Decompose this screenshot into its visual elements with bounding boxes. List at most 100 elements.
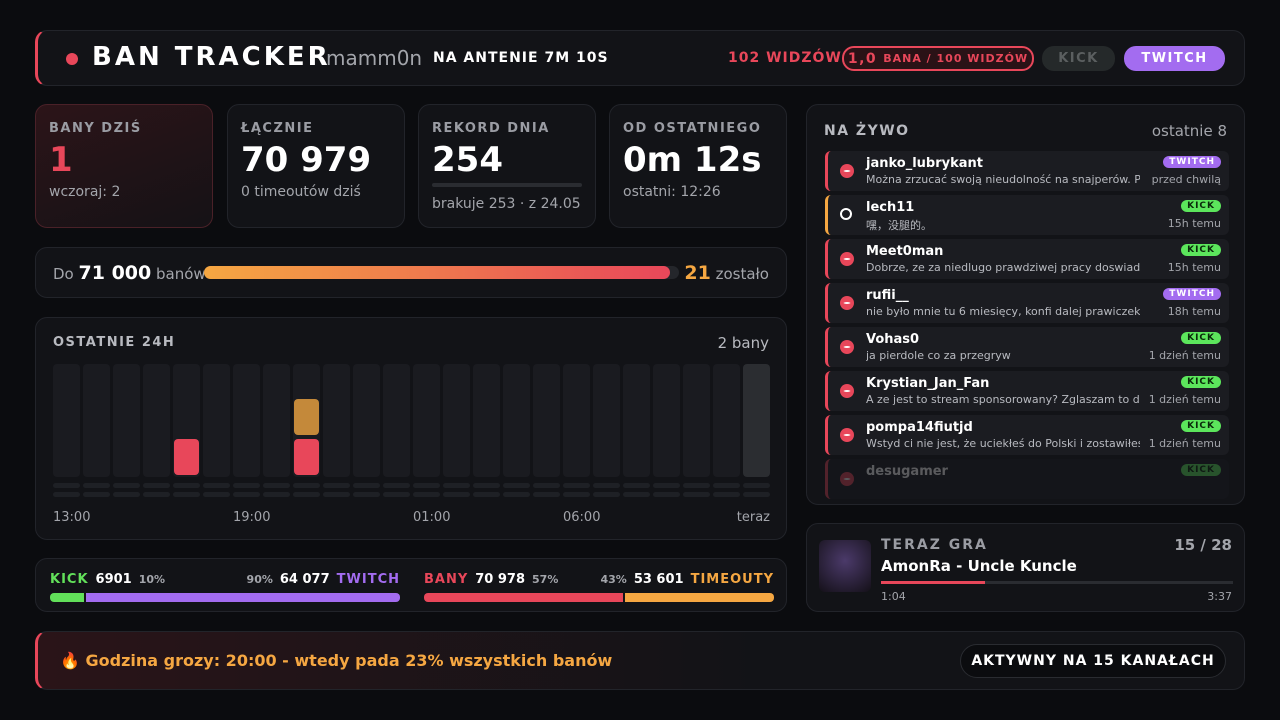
- hour-pill: [143, 492, 170, 497]
- hour-pill: [203, 492, 230, 497]
- hour-bar: [174, 439, 199, 475]
- hour-pill: [293, 492, 320, 497]
- hour-column: [683, 364, 710, 477]
- hour-column: [533, 364, 560, 477]
- split-left-share: 10%: [138, 573, 166, 586]
- x-tick-label: 13:00: [53, 510, 90, 525]
- goal-target: 71 000: [78, 262, 152, 284]
- chart-title: OSTATNIE 24H: [53, 335, 176, 350]
- x-tick-label: 06:00: [563, 510, 600, 525]
- hour-pill: [533, 483, 560, 488]
- ban-icon: [840, 296, 854, 310]
- hour-pill: [233, 492, 260, 497]
- twitch-button[interactable]: TWITCH: [1124, 46, 1225, 71]
- hour-pill: [413, 483, 440, 488]
- hour-pill: [503, 492, 530, 497]
- stat-card: BANY DZIŚ 1 wczoraj: 2: [35, 104, 213, 228]
- hour-pill: [593, 483, 620, 488]
- live-dot: [66, 53, 78, 65]
- hour-pill: [143, 483, 170, 488]
- platform-badge: KICK: [1181, 332, 1221, 344]
- hour-column: [263, 364, 290, 477]
- feed-message: Wstyd ci nie jest, że uciekłeś do Polski…: [866, 437, 1140, 450]
- feed-message: A ze jest to stream sponsorowany? Zglasz…: [866, 393, 1140, 406]
- feed-time: przed chwilą: [1151, 173, 1221, 186]
- feed-item: desugamer KICK: [825, 459, 1229, 499]
- split: BANY 70 978 57% 43% 53 601 TIMEOUTY: [424, 572, 774, 602]
- hour-column: [443, 364, 470, 477]
- hour-column: [743, 364, 770, 477]
- platform-badge: KICK: [1181, 376, 1221, 388]
- split-right-name: TWITCH: [336, 572, 400, 587]
- split-right-count: 64 077: [279, 572, 330, 587]
- hour-column: [473, 364, 500, 477]
- split: KICK 6901 10% 90% 64 077 TWITCH: [50, 572, 400, 602]
- feed-time: 1 dzień temu: [1148, 437, 1221, 450]
- feed-item: rufii__ nie było mnie tu 6 miesięcy, konf…: [825, 283, 1229, 323]
- hour-pill: [473, 483, 500, 488]
- hour-pill: [443, 483, 470, 488]
- hour-pill: [563, 492, 590, 497]
- hour-pill: [233, 483, 260, 488]
- feed-panel: NA ŻYWO ostatnie 8 janko_lubrykant Można …: [806, 104, 1245, 505]
- hour-pill: [53, 492, 80, 497]
- feed-user: desugamer: [866, 464, 948, 479]
- hour-pill: [323, 492, 350, 497]
- stat-value: 1: [49, 140, 73, 180]
- hour-column: [113, 364, 140, 477]
- ban-icon: [840, 384, 854, 398]
- hour-pill: [293, 483, 320, 488]
- split-bar-left: [50, 593, 84, 602]
- np-label: TERAZ GRA: [881, 537, 988, 553]
- chart-panel: OSTATNIE 24H 2 bany 13:00 19:00 01:00 06:00…: [35, 317, 787, 540]
- chart-summary: 2 bany: [717, 334, 769, 352]
- platform-badge: TWITCH: [1163, 156, 1221, 168]
- hour-pill: [263, 483, 290, 488]
- split-panel: KICK 6901 10% 90% 64 077 TWITCH BANY 70 978 57% 4…: [35, 558, 787, 612]
- hour-pill: [53, 483, 80, 488]
- stat-label: BANY DZIŚ: [49, 121, 142, 136]
- platform-badge: KICK: [1181, 464, 1221, 476]
- hour-column: [233, 364, 260, 477]
- hour-pill: [563, 483, 590, 488]
- hour-pill: [263, 492, 290, 497]
- split-left-name: KICK: [50, 572, 89, 587]
- stat-card: REKORD DNIA 254 brakuje 253 · z 24.05: [418, 104, 596, 228]
- now-playing: TERAZ GRA 15 / 28 AmonRa - Uncle Kuncle …: [806, 523, 1245, 612]
- feed-message: nie było mnie tu 6 miesięcy, konfi dalej…: [866, 305, 1140, 318]
- hour-column: [623, 364, 650, 477]
- feed-item: janko_lubrykant Można zrzucać swoją nieud…: [825, 151, 1229, 191]
- split-left-share: 57%: [532, 573, 559, 586]
- stat-card: ŁĄCZNIE 70 979 0 timeoutów dziś: [227, 104, 405, 228]
- hour-pill: [653, 483, 680, 488]
- split-left-text: KICK 6901 10%: [50, 572, 165, 587]
- np-position: 15 / 28: [1174, 536, 1232, 554]
- split-right-share: 90%: [246, 573, 273, 586]
- hour-pill: [623, 483, 650, 488]
- goal-suffix: banów: [156, 265, 206, 283]
- hour-column: [323, 364, 350, 477]
- split-left-count: 6901: [95, 572, 132, 587]
- hour-pill: [683, 492, 710, 497]
- platform-badge: KICK: [1181, 244, 1221, 256]
- stat-label: REKORD DNIA: [432, 121, 550, 136]
- ban-icon: [840, 428, 854, 442]
- ban-icon: [840, 340, 854, 354]
- goal-text: Do 71 000 banów: [53, 262, 206, 284]
- x-tick-label: teraz: [737, 510, 770, 525]
- hour-pill: [173, 492, 200, 497]
- feed-item: lech11 嘿，没腿的。 KICK 15h temu: [825, 195, 1229, 235]
- goal-track: [204, 266, 679, 279]
- feed-message: Można zrzucać swoją nieudolność na snajp…: [866, 173, 1140, 186]
- kick-button[interactable]: KICK: [1042, 46, 1115, 71]
- remaining-value: 21: [684, 262, 711, 284]
- split-right-name: TIMEOUTY: [690, 572, 774, 587]
- stat-sub: brakuje 253 · z 24.05: [432, 196, 581, 212]
- split-bar-right: [624, 593, 774, 602]
- np-progress: [881, 581, 985, 584]
- hour-pill: [113, 483, 140, 488]
- live-time: NA ANTENIE 7M 10S: [433, 50, 609, 66]
- hour-column: [83, 364, 110, 477]
- feed-user: lech11: [866, 200, 915, 215]
